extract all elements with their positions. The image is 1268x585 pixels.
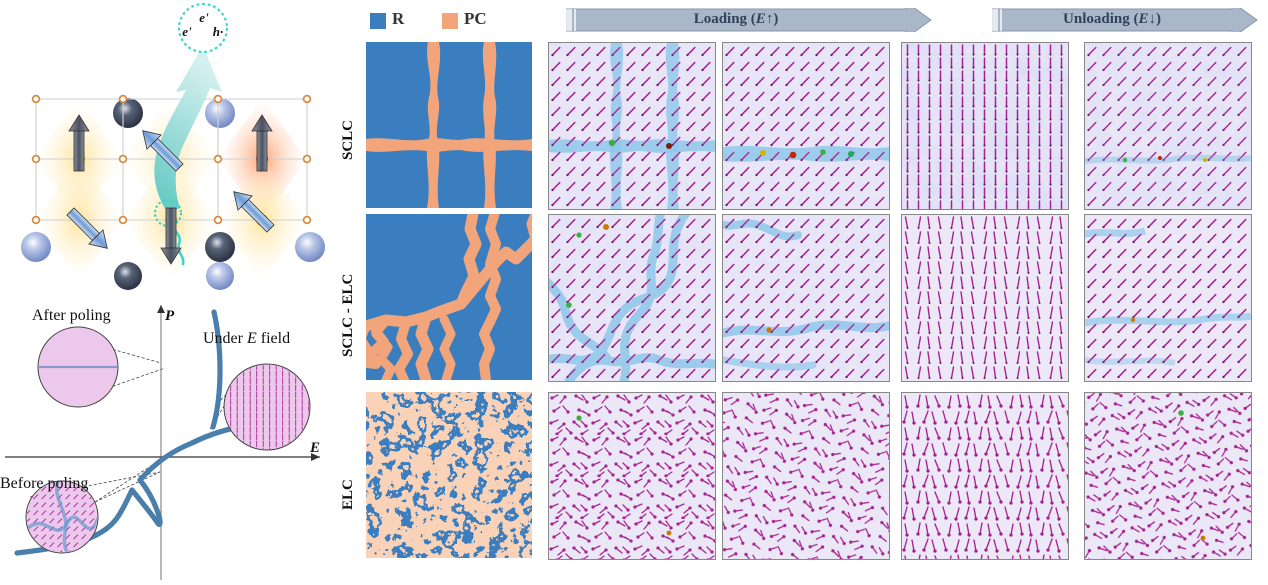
- svg-text:e': e': [182, 24, 192, 39]
- svg-text:E: E: [309, 440, 320, 456]
- svg-text:P: P: [165, 308, 175, 324]
- svg-text:e': e': [199, 10, 209, 25]
- svg-text:h·: h·: [213, 24, 223, 39]
